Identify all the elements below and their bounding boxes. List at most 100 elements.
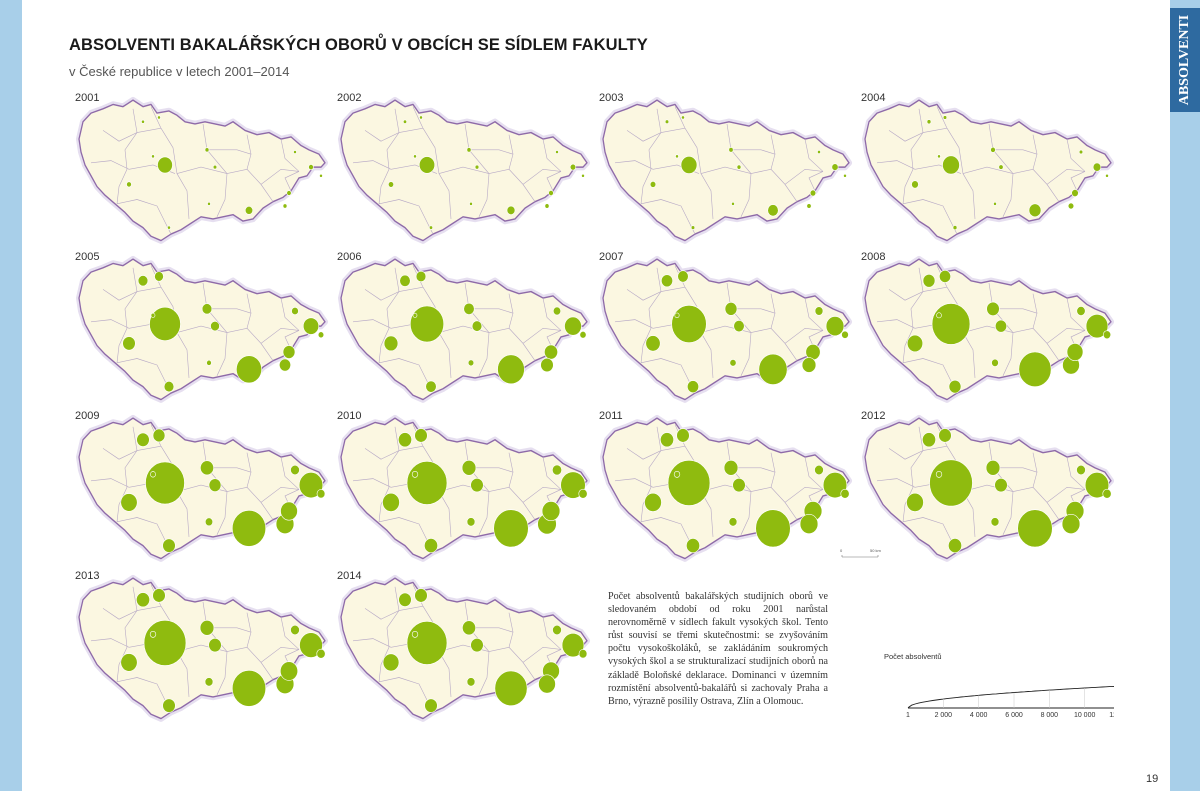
region-boundary [993,308,1038,314]
region-boundary [902,426,924,522]
region-boundary [260,168,300,185]
city-circle-karviná [1102,330,1112,340]
city-circle-opava [290,464,300,476]
page-number: 19 [1146,773,1159,785]
city-circle-kladno [674,312,680,319]
region-boundary [207,467,252,473]
city-circle-ostrava [1085,313,1109,339]
region-boundary [640,517,696,553]
city-circle-kladno [675,154,679,159]
city-circle-plzeň [383,335,399,352]
city-circle-ústí-nad-labem [141,119,145,124]
city-circle-pardubice [736,164,742,170]
city-circle-hradec-králové [200,460,214,476]
city-circle-olomouc [809,189,817,197]
region-boundary [1032,452,1060,520]
city-circle-olomouc [548,190,554,197]
page-title: ABSOLVENTI BAKALÁŘSKÝCH OBORŮ V OBCÍCH S… [69,36,648,54]
city-circle-hradec-králové [466,147,472,153]
city-circle-opava [814,306,824,316]
region-boundary [207,149,252,155]
city-circle-plzeň [644,492,662,512]
map-2012: 2012 [861,410,1121,570]
scale-bar-end-label: 50 km [870,548,881,553]
region-boundary [378,517,434,553]
city-circle-brno [1028,203,1042,218]
city-circle-praha [409,305,445,343]
region-boundary [464,282,490,376]
city-circle-karviná [316,648,326,659]
region-boundary [260,646,300,663]
legend-tick-label: 1 [906,712,910,719]
city-circle-praha [418,156,436,174]
region-boundary [522,646,562,663]
city-circle-české-budějovice [424,538,438,554]
city-circle-pardubice [470,477,484,493]
region-boundary [438,166,510,174]
map-2013: 2013 [75,570,335,730]
city-circle-zlín [279,358,291,372]
city-circle-kladno [411,630,419,638]
city-circle-ostrava [831,163,839,171]
city-circle-karviná [578,488,588,499]
region-boundary [469,149,514,155]
map-year-label: 2009 [75,410,100,422]
city-circle-ostrava [564,316,582,336]
city-circle-praha [149,306,181,342]
city-circle-plzeň [906,334,924,353]
region-boundary [102,445,162,460]
region-boundary [674,106,714,219]
region-boundary [280,616,300,650]
region-boundary [469,627,514,633]
city-circle-zlín [801,357,817,373]
map-2004: 2004 [861,92,1121,252]
city-circle-plzeň [911,180,919,189]
region-boundary [726,441,752,535]
czech-map [338,96,590,244]
map-year-label: 2004 [861,92,886,104]
city-circle-karviná [316,489,326,499]
city-circle-ústí-nad-labem [398,432,412,448]
city-circle-liberec [414,428,428,443]
city-circle-plzeň [649,181,657,188]
city-circle-hradec-králové [986,301,1000,316]
city-circle-opava [814,464,824,476]
region-boundary [207,627,252,633]
region-boundary [1066,297,1086,331]
atlas-page: ABSOLVENTI BAKALÁŘSKÝCH OBORŮ V OBCÍCH S… [22,0,1170,791]
region-boundary [284,171,300,192]
city-circle-plzeň [382,492,400,512]
map-year-label: 2006 [337,251,362,263]
region-boundary [102,286,162,301]
region-boundary [804,138,824,172]
region-boundary [378,586,400,682]
region-boundary [626,445,686,460]
scale-bar-start-label: 0 [840,548,843,553]
region-boundary [202,441,228,535]
city-circle-ostrava [308,164,314,171]
map-year-label: 2007 [599,251,624,263]
city-circle-karviná [581,173,585,178]
city-circle-hradec-králové [724,302,738,316]
city-circle-brno [1018,351,1052,388]
city-circle-hradec-králové [463,302,475,315]
region-boundary [246,452,274,520]
country-outline [602,99,850,242]
city-circle-kladno [935,470,943,478]
region-boundary [726,123,752,217]
region-boundary [962,166,1034,174]
region-boundary [364,605,424,620]
region-boundary [770,134,798,202]
city-circle-plzeň [645,335,661,352]
region-boundary [542,297,562,331]
city-circle-jihlava [204,517,214,527]
city-circle-ústí-nad-labem [926,119,932,125]
region-boundary [522,168,562,185]
city-circle-pardubice [210,320,220,332]
city-circle-brno [758,353,788,385]
city-circle-pardubice [732,477,746,493]
region-boundary [626,127,686,142]
city-circle-české-budějovice [686,538,700,554]
region-boundary [784,327,824,344]
region-boundary [784,168,824,185]
